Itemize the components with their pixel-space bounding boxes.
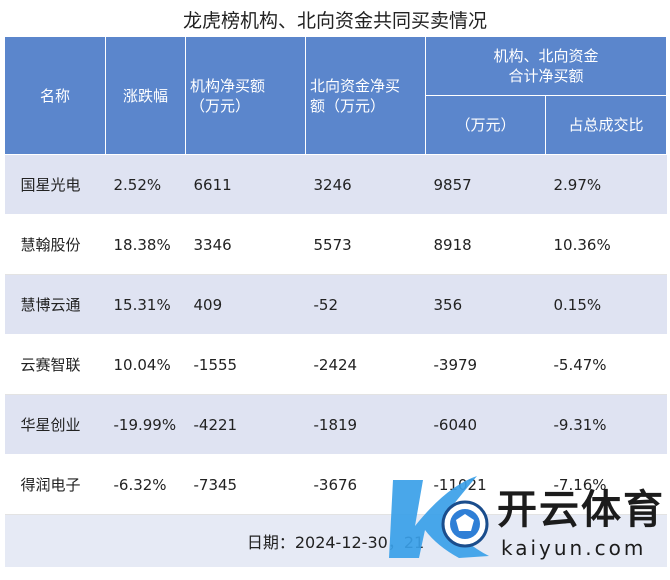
column-header-inst: 机构净买额 （万元） xyxy=(185,36,306,155)
cell-change: 10.04% xyxy=(105,334,186,395)
cell-total: 9857 xyxy=(425,154,546,215)
column-header-change: 涨跌幅 xyxy=(105,36,186,155)
cell-north: -52 xyxy=(305,274,426,335)
watermark-brand: 开云体育 xyxy=(497,487,665,533)
table-row: 慧博云通 15.31% 409 -52 356 0.15% xyxy=(4,274,667,335)
cell-north: -2424 xyxy=(305,334,426,395)
cell-change: -6.32% xyxy=(105,454,186,515)
cell-inst: 6611 xyxy=(185,154,306,215)
column-header-name: 名称 xyxy=(4,36,106,155)
watermark-logo-icon xyxy=(389,476,489,558)
cell-change: -19.99% xyxy=(105,394,186,455)
cell-name: 国星光电 xyxy=(4,154,106,215)
cell-inst: 3346 xyxy=(185,214,306,275)
cell-inst: -4221 xyxy=(185,394,306,455)
table-row: 华星创业 -19.99% -4221 -1819 -6040 -9.31% xyxy=(4,394,667,455)
watermark-url: kaiyun.com xyxy=(501,536,647,560)
cell-total: 8918 xyxy=(425,214,546,275)
cell-change: 18.38% xyxy=(105,214,186,275)
cell-north: 5573 xyxy=(305,214,426,275)
cell-total: -3979 xyxy=(425,334,546,395)
cell-name: 慧翰股份 xyxy=(4,214,106,275)
cell-ratio: -9.31% xyxy=(545,394,667,455)
column-header-combined-amount: （万元） xyxy=(425,95,546,155)
watermark: 开云体育 kaiyun.com xyxy=(385,466,665,566)
cell-ratio: 2.97% xyxy=(545,154,667,215)
cell-name: 得润电子 xyxy=(4,454,106,515)
table-row: 国星光电 2.52% 6611 3246 9857 2.97% xyxy=(4,154,667,215)
column-header-combined-group: 机构、北向资金 合计净买额 xyxy=(424,36,668,96)
table-title: 龙虎榜机构、北向资金共同买卖情况 xyxy=(182,10,487,32)
cell-inst: 409 xyxy=(185,274,306,335)
cell-inst: -1555 xyxy=(185,334,306,395)
table-row: 得润电子 -6.32% -7345 -3676 -11021 -7.16% xyxy=(4,454,667,515)
cell-name: 华星创业 xyxy=(4,394,106,455)
cell-total: -6040 xyxy=(425,394,546,455)
column-header-north: 北向资金净买 额（万元） xyxy=(305,36,426,155)
cell-change: 15.31% xyxy=(105,274,186,335)
data-table: 名称 涨跌幅 机构净买额 （万元） 北向资金净买 额（万元） 机构、北向资金 合… xyxy=(4,36,668,567)
cell-ratio: -7.16% xyxy=(545,454,667,515)
cell-change: 2.52% xyxy=(105,154,186,215)
cell-ratio: 0.15% xyxy=(545,274,667,335)
cell-north: 3246 xyxy=(305,154,426,215)
cell-ratio: -5.47% xyxy=(545,334,667,395)
cell-inst: -7345 xyxy=(185,454,306,515)
table-row: 慧翰股份 18.38% 3346 5573 8918 10.36% xyxy=(4,214,667,275)
cell-total: 356 xyxy=(425,274,546,335)
table-row: 云赛智联 10.04% -1555 -2424 -3979 -5.47% xyxy=(4,334,667,395)
cell-name: 云赛智联 xyxy=(4,334,106,395)
footer-date: 日期：2024-12-30，21 xyxy=(4,514,667,567)
cell-north: -1819 xyxy=(305,394,426,455)
column-header-combined-ratio: 占总成交比 xyxy=(544,95,668,155)
cell-ratio: 10.36% xyxy=(545,214,667,275)
cell-name: 慧博云通 xyxy=(4,274,106,335)
